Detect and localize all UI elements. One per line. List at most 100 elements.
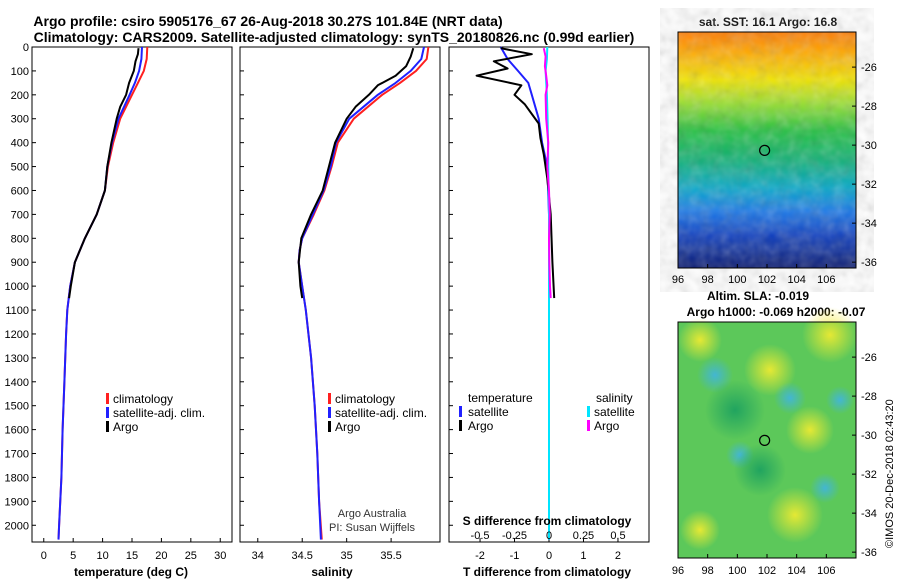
map-lat-label: -32 xyxy=(861,179,877,191)
depth-tick-label: 1900 xyxy=(5,496,29,508)
depth-tick-label: 400 xyxy=(11,138,29,150)
annotation-argo-australia: Argo Australia xyxy=(338,508,407,520)
map-lon-label: 104 xyxy=(787,565,805,577)
chart-title-line2: Climatology: CARS2009. Satellite-adjuste… xyxy=(34,29,635,45)
map-lat-label: -32 xyxy=(861,469,877,481)
map-lon-label: 106 xyxy=(817,565,835,577)
depth-tick-label: 600 xyxy=(11,185,29,197)
map-lat-label: -30 xyxy=(861,140,877,152)
x-tick-label: 5 xyxy=(70,550,76,562)
depth-tick-label: 100 xyxy=(11,66,29,78)
depth-tick-label: 200 xyxy=(11,90,29,102)
difference-plot: -2 -1 0 1 2 -0.5 -0.25 0 0.25 0.5 xyxy=(471,46,626,562)
map-lon-label: 104 xyxy=(787,274,805,286)
legend-label-targo: Argo xyxy=(468,419,494,433)
depth-tick-label: 1300 xyxy=(5,353,29,365)
sla-map xyxy=(677,307,858,559)
depth-tick-label: 1100 xyxy=(5,305,29,317)
legend-swatch-satellite xyxy=(328,407,331,418)
depth-tick-label: 1400 xyxy=(5,377,29,389)
map-lat-label: -26 xyxy=(861,62,877,74)
depth-tick-label: 1500 xyxy=(5,401,29,413)
depth-tick-label: 300 xyxy=(11,114,29,126)
s-diff-tick-label: 0.5 xyxy=(610,530,625,542)
x-tick-label: 15 xyxy=(126,550,138,562)
depth-tick-label: 500 xyxy=(11,162,29,174)
map-lon-label: 100 xyxy=(728,565,746,577)
salinity-panel xyxy=(239,46,441,543)
map-lon-label: 102 xyxy=(758,565,776,577)
map-lon-label: 98 xyxy=(702,274,714,286)
depth-tick-label: 1200 xyxy=(5,329,29,341)
chart-title-line1: Argo profile: csiro 5905176_67 26-Aug-20… xyxy=(33,13,502,29)
depth-axis-ticks: 0 100 200 300 400 500 600 700 800 900 1000 1100 1200… xyxy=(5,42,453,532)
x-tick-label: 30 xyxy=(214,550,226,562)
map-lon-label: 106 xyxy=(817,274,835,286)
sst-map xyxy=(677,31,857,269)
x-tick-label: -1 xyxy=(510,550,520,562)
difference-legend-temperature: temperature satellite Argo xyxy=(459,391,533,433)
x-tick-label: -2 xyxy=(475,550,485,562)
map-lon-label: 100 xyxy=(728,274,746,286)
sst-map-axes: 96 98 100 102 104 106 -26 -28 -30 -32 -34 -36 xyxy=(672,62,877,286)
depth-tick-label: 2000 xyxy=(5,520,29,532)
depth-tick-label: 1000 xyxy=(5,281,29,293)
depth-tick-label: 1700 xyxy=(5,449,29,461)
legend-swatch-ssat xyxy=(587,406,590,417)
legend-label-argo: Argo xyxy=(335,420,361,434)
legend-label-tsat: satellite xyxy=(468,405,509,419)
s-diff-tick-label: -0.25 xyxy=(502,530,527,542)
salinity-legend: climatology satellite-adj. clim. Argo xyxy=(328,392,427,434)
depth-tick-label: 0 xyxy=(23,42,29,54)
annotation-pi: PI: Susan Wijffels xyxy=(329,522,415,534)
map-lat-label: -34 xyxy=(861,218,877,230)
map-lat-label: -36 xyxy=(861,547,877,559)
series-line-argo xyxy=(68,48,140,299)
tdiff-xlabel: T difference from climatology xyxy=(463,565,631,579)
sla-anomaly-blobs xyxy=(678,307,858,550)
legend-label-climatology: climatology xyxy=(113,392,173,406)
legend-swatch-climatology xyxy=(106,393,109,404)
legend-label-satellite: satellite-adj. clim. xyxy=(113,406,205,420)
map-lat-label: -28 xyxy=(861,101,877,113)
legend-swatch-sargo xyxy=(587,420,590,431)
map-lat-label: -30 xyxy=(861,430,877,442)
legend-swatch-argo xyxy=(106,421,109,432)
map-lon-label: 96 xyxy=(672,565,684,577)
legend-swatch-targo xyxy=(459,420,462,431)
argo-location-marker xyxy=(759,144,771,156)
legend-header-temperature: temperature xyxy=(468,391,533,405)
series-line-satellite-adj-clim- xyxy=(297,46,425,540)
s-diff-tick-label: -0.5 xyxy=(471,530,490,542)
legend-label-climatology: climatology xyxy=(335,392,395,406)
salinity-xlabel: salinity xyxy=(311,565,353,579)
map-lat-label: -34 xyxy=(861,508,877,520)
x-tick-label: 34 xyxy=(252,550,264,562)
s-diff-tick-label: 0 xyxy=(546,530,552,542)
legend-swatch-climatology xyxy=(328,393,331,404)
sla-map-title: Altim. SLA: -0.019 xyxy=(707,289,809,303)
temperature-legend: climatology satellite-adj. clim. Argo xyxy=(106,392,205,434)
map-lat-label: -36 xyxy=(861,257,877,269)
x-tick-label: 0 xyxy=(546,550,552,562)
depth-tick-label: 1800 xyxy=(5,472,29,484)
legend-label-satellite: satellite-adj. clim. xyxy=(335,406,427,420)
x-tick-label: 25 xyxy=(185,550,197,562)
sla-map-axes: 96 98 100 102 104 106 -26 -28 -30 -32 -34 -36 xyxy=(672,352,877,577)
legend-label-ssat: satellite xyxy=(594,405,635,419)
x-tick-label: 20 xyxy=(155,550,167,562)
argo-location-marker xyxy=(759,434,771,446)
legend-swatch-tsat xyxy=(459,406,462,417)
x-tick-label: 10 xyxy=(96,550,108,562)
legend-label-sargo: Argo xyxy=(594,419,620,433)
x-tick-label: 34.5 xyxy=(292,550,313,562)
temperature-xlabel: temperature (deg C) xyxy=(74,565,188,579)
legend-swatch-argo xyxy=(328,421,331,432)
temperature-panel xyxy=(31,46,233,543)
difference-legend-salinity: salinity satellite Argo xyxy=(587,391,635,433)
depth-tick-label: 800 xyxy=(11,233,29,245)
x-tick-label: 2 xyxy=(615,550,621,562)
x-tick-label: 35.5 xyxy=(380,550,401,562)
sdiff-xlabel: S difference from climatology xyxy=(463,514,632,528)
